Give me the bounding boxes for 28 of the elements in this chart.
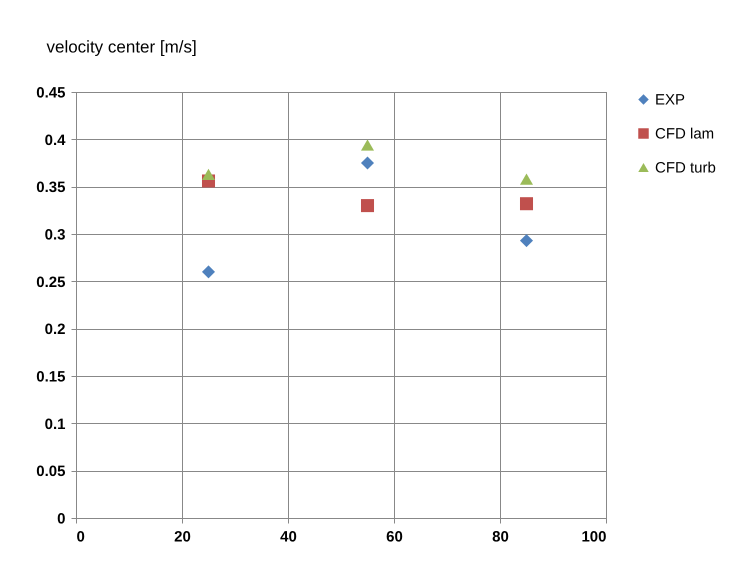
legend-label: EXP xyxy=(655,92,686,108)
point xyxy=(360,156,374,170)
point xyxy=(360,199,374,212)
y-tick-label: 0.3 xyxy=(44,226,66,244)
y-tick-label: 0.25 xyxy=(36,274,66,291)
legend-label: CFD turb xyxy=(655,160,716,176)
x-tick-label: 20 xyxy=(174,528,191,546)
y-tick-label: 0.15 xyxy=(36,368,66,386)
x-tick-label: 100 xyxy=(581,528,606,546)
point xyxy=(202,265,216,278)
y-axis-title: velocity center [m/s] xyxy=(46,38,197,56)
legend-label: CFD lam xyxy=(655,126,714,142)
y-tick-label: 0.05 xyxy=(36,463,66,480)
y-tick-label: 0 xyxy=(57,510,66,528)
point xyxy=(520,234,534,248)
point xyxy=(520,173,534,185)
x-tick-label: 60 xyxy=(386,528,403,546)
x-tick-label: 40 xyxy=(280,528,297,546)
point xyxy=(360,139,374,151)
y-tick-label: 0.4 xyxy=(44,132,66,149)
x-tick-label: 0 xyxy=(76,528,85,546)
point xyxy=(520,197,534,210)
y-tick-label: 0.2 xyxy=(44,321,66,338)
point xyxy=(202,168,216,180)
y-tick-label: 0.35 xyxy=(36,179,66,196)
y-tick-label: 0.1 xyxy=(44,416,66,433)
x-tick-label: 80 xyxy=(492,528,509,546)
y-tick-label: 0.45 xyxy=(36,84,66,102)
